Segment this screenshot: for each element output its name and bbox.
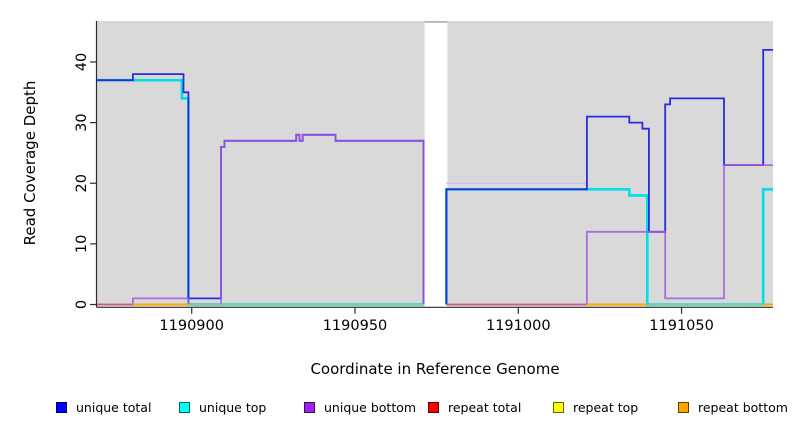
y-axis-title: Read Coverage Depth [21, 80, 39, 246]
legend-entry-repeat-bottom: repeat bottom [678, 398, 788, 416]
series-unique-bottom-path [97, 133, 425, 306]
y-tick-label: 0 [74, 300, 90, 309]
legend-swatch-unique-bottom-icon [304, 401, 315, 413]
legend-label: repeat top [573, 399, 639, 415]
legend-swatch-repeat-total-icon [428, 401, 439, 413]
legend-entry-unique-total: unique total [56, 398, 151, 416]
y-tick-label: 10 [74, 235, 90, 253]
legend-swatch-unique-total-icon [56, 401, 67, 413]
y-tick-label: 30 [74, 113, 90, 131]
y-tick-label: 20 [74, 174, 90, 192]
gap-top-strip [424, 21, 448, 23]
x-tick-label: 1191050 [649, 318, 714, 334]
legend-label: repeat total [448, 399, 522, 415]
series-unique-bottom-path [446, 164, 773, 306]
legend-swatch-repeat-bottom-icon [678, 401, 689, 413]
legend-swatch-repeat-top-icon [553, 401, 564, 413]
legend-entry-repeat-top: repeat top [553, 398, 638, 416]
x-tick-label: 1190900 [159, 318, 224, 334]
legend-entry-unique-bottom: unique bottom [304, 398, 416, 416]
x-axis-title: Coordinate in Reference Genome [310, 360, 560, 378]
legend: unique total unique top unique bottom re… [0, 398, 792, 420]
x-tick-label: 1190950 [323, 318, 388, 334]
legend-label: unique total [76, 399, 152, 415]
legend-entry-repeat-total: repeat total [428, 398, 521, 416]
no-data-gap [424, 21, 448, 307]
legend-entry-unique-top: unique top [179, 398, 266, 416]
legend-label: unique bottom [324, 399, 417, 415]
legend-swatch-unique-top-icon [179, 401, 190, 413]
legend-label: repeat bottom [698, 399, 788, 415]
x-tick-label: 1191000 [486, 318, 551, 334]
y-tick-label: 40 [74, 53, 90, 71]
legend-label: unique top [199, 399, 267, 415]
